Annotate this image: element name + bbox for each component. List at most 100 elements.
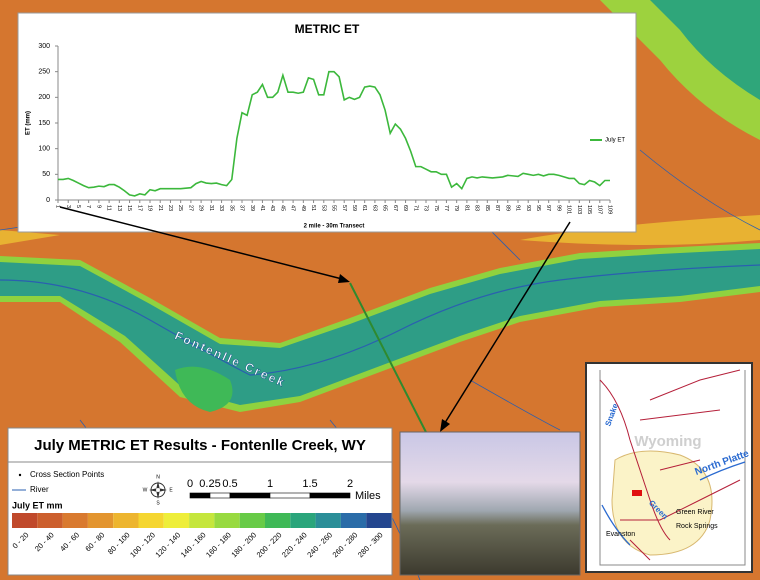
x-tick-label: 1: [55, 205, 61, 208]
point-symbol: [18, 473, 22, 477]
x-tick-label: 93: [525, 205, 531, 211]
state-border: [599, 370, 746, 566]
scale-label: 1: [267, 478, 273, 490]
y-tick-label: 300: [38, 43, 50, 50]
rivers: [599, 369, 741, 561]
inset-map: Wyoming North Platte Snake Green Green R…: [585, 362, 753, 573]
x-tick-label: 59: [351, 205, 357, 211]
scale-label: 2: [347, 478, 353, 490]
series-line: [58, 70, 610, 197]
scale-label: 0.25: [199, 478, 220, 490]
y-tick-label: 0: [46, 197, 50, 204]
scale-unit: Miles: [355, 490, 381, 502]
y-tick-label: 200: [38, 94, 50, 101]
x-tick-label: 53: [320, 205, 326, 211]
class-title: July ET mm: [12, 500, 63, 510]
map-legend: July METRIC ET Results - Fontenlle Creek…: [7, 427, 393, 576]
x-tick-label: 75: [433, 205, 439, 211]
x-tick-label: 107: [596, 205, 602, 214]
x-tick-label: 29: [198, 205, 204, 211]
inset-label: Wyoming: [634, 433, 701, 450]
legend-title: July METRIC ET Results - Fontenlle Creek…: [34, 437, 366, 454]
x-tick-label: 91: [515, 205, 521, 211]
class-swatch: [163, 513, 190, 528]
x-tick-label: 73: [423, 205, 429, 211]
class-swatch: [340, 513, 367, 528]
yellow-area: [0, 215, 760, 245]
x-tick-label: 17: [136, 205, 142, 211]
x-tick-label: 3: [65, 205, 71, 208]
x-tick-label: 39: [249, 205, 255, 211]
legend-label: July ET: [605, 138, 625, 144]
x-tick-label: 101: [566, 205, 572, 214]
river: [0, 264, 760, 376]
class-swatch: [189, 513, 215, 528]
x-tick-label: 21: [157, 205, 163, 211]
cross-section: [349, 282, 431, 441]
legend-frame: [7, 427, 393, 576]
scale-segment: [209, 492, 231, 499]
class-swatch: [87, 513, 114, 528]
chart-frame: [17, 12, 637, 233]
compass: [149, 481, 167, 499]
scale-segment: [269, 492, 311, 499]
x-tick-label: 5: [75, 205, 81, 208]
x-tick-label: 49: [300, 205, 306, 211]
x-tick-label: 25: [177, 205, 183, 211]
x-tick-label: 61: [361, 205, 367, 211]
legend-item: Cross Section Points: [30, 470, 104, 479]
x-tick-label: 95: [535, 205, 541, 211]
x-tick-label: 79: [453, 205, 459, 211]
arrow-head: [440, 419, 450, 432]
arrow: [59, 206, 347, 281]
x-tick-label: 71: [412, 205, 418, 211]
y-tick-label: 100: [38, 146, 50, 153]
x-tick-label: 85: [484, 205, 490, 211]
x-tick-label: 67: [392, 205, 398, 211]
x-tick-label: 7: [85, 205, 91, 208]
class-swatch: [214, 513, 240, 528]
y-axis-label: ET (mm): [26, 111, 32, 135]
site-photo: [399, 431, 581, 576]
x-tick-label: 43: [269, 205, 275, 211]
y-tick-label: 150: [38, 120, 50, 127]
major-rivers: [601, 461, 746, 546]
x-tick-label: 103: [576, 205, 582, 214]
compass-letter: S: [156, 500, 160, 506]
class-swatch: [62, 513, 88, 528]
scale-segment: [189, 492, 211, 499]
class-swatch: [239, 513, 265, 528]
x-tick-label: 35: [228, 205, 234, 211]
x-tick-label: 45: [279, 205, 285, 211]
x-tick-label: 87: [494, 205, 500, 211]
scale-segment: [309, 492, 351, 499]
x-tick-label: 23: [167, 205, 173, 211]
wetland: [175, 366, 233, 412]
x-tick-label: 63: [371, 205, 377, 211]
x-tick-label: 81: [463, 205, 469, 211]
scale-label: 1.5: [302, 478, 317, 490]
scale-label: 0: [187, 478, 193, 490]
x-tick-label: 65: [382, 205, 388, 211]
x-tick-label: 9: [95, 205, 101, 208]
teal-area: [650, 0, 760, 100]
x-tick-label: 99: [555, 205, 561, 211]
x-tick-label: 97: [545, 205, 551, 211]
x-tick-label: 13: [116, 205, 122, 211]
floodplain: [0, 249, 760, 405]
chart: METRIC ET ET (mm) 2 mile - 30m Transect …: [17, 12, 637, 233]
x-tick-label: 51: [310, 205, 316, 211]
x-tick-label: 83: [474, 205, 480, 211]
x-tick-label: 37: [239, 205, 245, 211]
arrow: [442, 221, 571, 427]
class-swatch: [315, 513, 341, 528]
scale-label: 0.5: [222, 478, 237, 490]
class-swatch: [37, 513, 63, 528]
scale-segment: [229, 492, 271, 499]
y-tick-label: 250: [38, 69, 50, 76]
x-tick-label: 89: [504, 205, 510, 211]
x-tick-label: 15: [126, 205, 132, 211]
x-tick-label: 77: [443, 205, 449, 211]
